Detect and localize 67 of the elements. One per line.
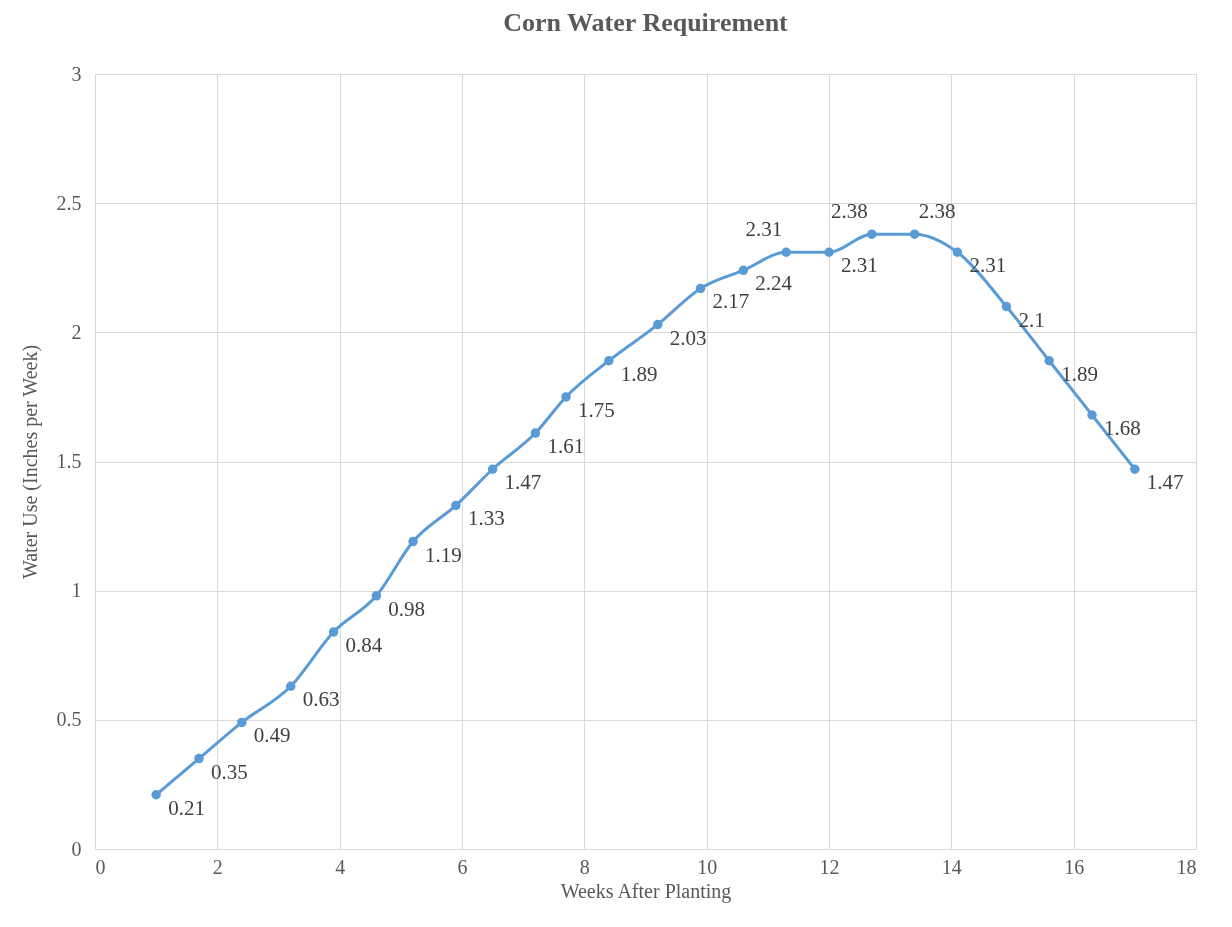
data-label: 2.31 (841, 253, 878, 278)
point (1001, 301, 1012, 312)
point (824, 247, 834, 257)
data-label: 0.63 (302, 687, 340, 712)
data-label: 1.89 (620, 361, 658, 386)
point (371, 591, 382, 601)
y-tick-label: 0 (71, 837, 82, 860)
point (1130, 464, 1140, 474)
y-tick-label: 2 (71, 320, 82, 343)
point (695, 283, 706, 294)
x-tick-label: 8 (579, 855, 590, 878)
x-tick-label: 10 (697, 855, 718, 878)
data-label: 2.38 (918, 199, 956, 224)
y-tick-label: 1.5 (56, 450, 82, 472)
data-label: 1.47 (1146, 470, 1184, 495)
point (738, 265, 749, 276)
x-axis-title: Weeks After Planting (560, 879, 732, 903)
data-label: 1.89 (1061, 361, 1098, 386)
data-label: 2.24 (755, 271, 793, 296)
data-label: 0.98 (388, 596, 426, 621)
point (1087, 410, 1097, 420)
point (487, 464, 498, 474)
point (781, 247, 791, 257)
point (451, 500, 461, 511)
data-label: 1.19 (425, 542, 462, 567)
x-tick-label: 18 (1176, 855, 1197, 878)
point (952, 247, 963, 257)
point (909, 229, 920, 239)
point (408, 536, 418, 547)
chart-title: Corn Water Requirement (503, 8, 789, 37)
data-label: 0.35 (210, 759, 248, 784)
point (652, 319, 663, 330)
point (530, 428, 541, 438)
data-label: 0.84 (345, 633, 383, 657)
x-tick-label: 4 (335, 855, 346, 878)
x-tick-label: 6 (457, 855, 468, 878)
y-axis-title: Water Use (Inches per Week) (18, 344, 42, 580)
data-label: 1.75 (577, 397, 615, 422)
data-label: 1.68 (1104, 416, 1141, 440)
point (151, 790, 161, 800)
x-tick-label: 0 (95, 855, 106, 878)
x-tick-label: 14 (941, 855, 962, 878)
point (237, 717, 247, 728)
data-label: 0.21 (168, 795, 205, 820)
point (1044, 356, 1054, 366)
point (328, 627, 339, 637)
point (561, 392, 571, 402)
data-label: 2.17 (712, 289, 750, 314)
data-label: 2.03 (669, 325, 707, 350)
y-tick-label: 1 (71, 579, 82, 602)
y-tick-label: 3 (71, 62, 82, 85)
point (604, 356, 614, 366)
y-tick-label: 0.5 (56, 708, 82, 731)
point (867, 229, 877, 239)
data-label: 1.47 (504, 470, 542, 495)
point (285, 681, 296, 691)
x-tick-label: 12 (819, 855, 840, 878)
data-label: 1.61 (547, 434, 585, 459)
data-label: 2.38 (831, 199, 868, 224)
y-tick-label: 2.5 (56, 191, 82, 214)
x-tick-label: 2 (212, 855, 223, 878)
data-label: 0.49 (253, 723, 291, 748)
data-label: 2.1 (1018, 307, 1045, 332)
data-label: 2.31 (745, 217, 783, 242)
data-label: 1.33 (467, 506, 505, 531)
point (194, 753, 204, 764)
x-tick-label: 16 (1064, 855, 1085, 878)
